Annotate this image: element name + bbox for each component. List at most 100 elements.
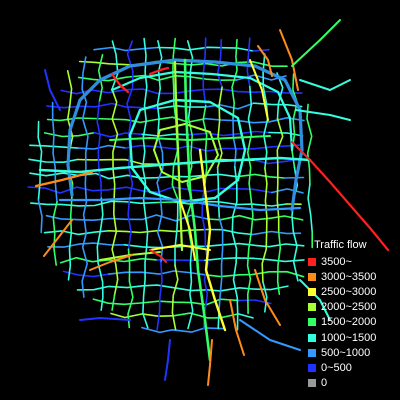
minor-street xyxy=(81,201,88,248)
minor-street xyxy=(60,88,206,95)
minor-street xyxy=(77,144,127,150)
minor-street xyxy=(108,270,207,276)
legend-label: 3000~3500 xyxy=(321,270,377,283)
arterial-road xyxy=(257,45,273,77)
minor-street xyxy=(237,313,254,319)
ring-road xyxy=(66,78,102,197)
minor-street xyxy=(142,312,149,329)
minor-street xyxy=(232,117,237,168)
legend-label: 500~1000 xyxy=(321,346,371,359)
legend-label: 3500~ xyxy=(321,255,352,268)
outer-road xyxy=(239,319,301,351)
minor-street xyxy=(252,102,303,108)
minor-street xyxy=(46,117,109,122)
outer-road xyxy=(295,109,351,121)
minor-street xyxy=(187,75,238,81)
minor-street xyxy=(111,294,116,311)
minor-street xyxy=(111,40,119,91)
main-corridor xyxy=(183,58,212,362)
minor-street xyxy=(291,73,298,169)
minor-street xyxy=(127,133,134,250)
minor-street xyxy=(216,166,221,219)
legend-swatch xyxy=(308,272,316,281)
legend-label: 0 xyxy=(321,377,328,390)
minor-street xyxy=(247,85,253,136)
minor-street xyxy=(206,286,254,292)
minor-street xyxy=(268,117,305,123)
legend-label: 2000~2500 xyxy=(321,301,377,314)
legend-swatch xyxy=(308,333,316,342)
high-flow-road xyxy=(249,59,269,121)
minor-street xyxy=(231,38,238,120)
outer-road xyxy=(299,279,331,321)
minor-street xyxy=(81,246,88,298)
minor-street xyxy=(216,38,223,88)
minor-street xyxy=(123,242,305,249)
arterial-road xyxy=(254,269,281,326)
legend-item: 0~500 xyxy=(308,360,396,375)
minor-street xyxy=(307,183,314,233)
highest-flow-road xyxy=(290,140,390,252)
minor-street xyxy=(52,201,58,266)
minor-street xyxy=(96,101,103,200)
legend-item: 2000~2500 xyxy=(308,300,396,315)
minor-street xyxy=(270,188,304,194)
legend-swatch xyxy=(308,257,316,266)
high-flow-road xyxy=(179,199,196,261)
minor-street xyxy=(203,88,303,94)
legend-item: 2500~3000 xyxy=(308,284,396,299)
traffic-flow-legend: Traffic flow 3500~ 3000~3500 2500~3000 2000… xyxy=(308,238,396,391)
arterial-road xyxy=(89,254,133,271)
legend-swatch xyxy=(308,303,316,312)
legend-item: 3000~3500 xyxy=(308,269,396,284)
outer-road xyxy=(44,69,61,111)
legend-label: 2500~3000 xyxy=(321,285,377,298)
legend-items: 3500~ 3000~3500 2500~3000 2000~2500 1500~200… xyxy=(308,254,396,391)
minor-street xyxy=(306,103,313,185)
minor-street xyxy=(158,105,206,110)
minor-street xyxy=(110,312,175,319)
arterial-road xyxy=(279,29,299,91)
main-corridor xyxy=(173,60,184,252)
minor-street xyxy=(93,46,159,52)
minor-street xyxy=(291,166,299,282)
minor-street xyxy=(156,261,163,331)
minor-street xyxy=(127,248,134,329)
legend-swatch xyxy=(308,379,316,388)
minor-street xyxy=(201,183,207,250)
minor-street xyxy=(81,118,89,203)
minor-street xyxy=(107,116,207,124)
minor-street xyxy=(93,131,144,138)
minor-street xyxy=(51,101,58,203)
ring-road xyxy=(98,58,304,212)
inner-ring xyxy=(153,123,219,183)
minor-street xyxy=(262,280,268,313)
outer-road xyxy=(164,339,171,381)
minor-street xyxy=(174,198,179,267)
minor-street xyxy=(141,326,225,334)
minor-street xyxy=(251,285,289,291)
ring-road xyxy=(110,70,294,152)
highest-flow-road xyxy=(149,249,167,263)
minor-street xyxy=(205,270,305,278)
minor-street xyxy=(202,104,208,186)
minor-street xyxy=(188,130,270,137)
minor-street xyxy=(276,230,282,296)
minor-street xyxy=(216,86,223,169)
minor-street xyxy=(283,176,305,179)
minor-street xyxy=(261,167,268,283)
minor-street xyxy=(59,256,158,264)
legend-item: 1000~1500 xyxy=(308,330,396,345)
arterial-road xyxy=(207,339,213,386)
legend-item: 0 xyxy=(308,376,396,391)
minor-street xyxy=(268,131,304,137)
legend-swatch xyxy=(308,348,316,357)
highest-flow-road xyxy=(110,72,130,94)
minor-street xyxy=(171,149,179,201)
minor-street xyxy=(141,133,191,137)
minor-street xyxy=(76,284,208,292)
legend-title: Traffic flow xyxy=(314,239,367,251)
minor-street xyxy=(125,144,225,152)
